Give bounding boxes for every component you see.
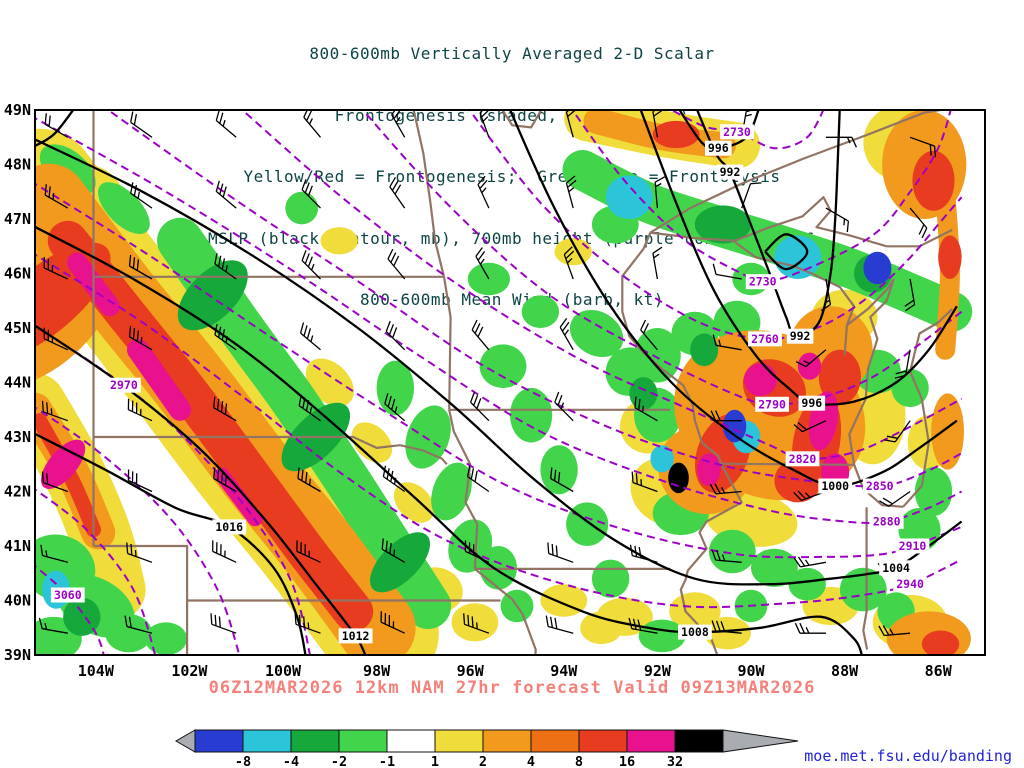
axis-labels: 49N 48N 47N 46N 45N 44N 43N 42N 41N 40N 39N 104W 102… <box>4 101 953 680</box>
svg-text:2730: 2730 <box>749 275 777 289</box>
svg-text:2940: 2940 <box>896 577 924 591</box>
title-line: Yellow/Red = Frontogenesis; Green/Blue =… <box>243 167 781 186</box>
svg-text:42N: 42N <box>4 483 31 501</box>
svg-text:44N: 44N <box>4 374 31 392</box>
svg-text:39N: 39N <box>4 646 31 664</box>
map-frame <box>34 109 986 656</box>
svg-text:47N: 47N <box>4 210 31 228</box>
svg-text:90W: 90W <box>737 662 765 680</box>
frontogenesis-shading <box>35 110 973 655</box>
svg-text:992: 992 <box>720 165 741 179</box>
title-line: 800-600mb Vertically Averaged 2-D Scalar <box>309 44 715 63</box>
svg-text:41N: 41N <box>4 537 31 555</box>
svg-text:2760: 2760 <box>751 332 779 346</box>
state-borders <box>92 110 953 655</box>
contour-labels: 3060 2970 2940 2910 2880 2850 2820 2790 2760 2730… <box>50 124 930 644</box>
svg-text:45N: 45N <box>4 319 31 337</box>
svg-text:1012: 1012 <box>342 629 370 643</box>
svg-text:8: 8 <box>575 754 583 768</box>
svg-text:1000: 1000 <box>821 479 849 493</box>
svg-text:1: 1 <box>431 754 439 768</box>
svg-text:-1: -1 <box>379 754 395 768</box>
svg-text:46N: 46N <box>4 265 31 283</box>
svg-text:2910: 2910 <box>899 539 927 553</box>
svg-text:102W: 102W <box>171 662 208 680</box>
credit-url: moe.met.fsu.edu/banding <box>804 747 1012 765</box>
svg-text:1008: 1008 <box>681 625 709 639</box>
svg-text:996: 996 <box>801 396 822 410</box>
svg-text:32: 32 <box>667 754 683 768</box>
svg-text:3060: 3060 <box>54 588 82 602</box>
svg-text:2: 2 <box>479 754 487 768</box>
svg-text:992: 992 <box>790 329 811 343</box>
svg-text:2850: 2850 <box>866 479 894 493</box>
svg-text:48N: 48N <box>4 156 31 174</box>
svg-text:2880: 2880 <box>873 515 901 529</box>
svg-text:-2: -2 <box>331 754 347 768</box>
svg-text:96W: 96W <box>457 662 485 680</box>
svg-text:-8: -8 <box>235 754 251 768</box>
svg-text:43N: 43N <box>4 428 31 446</box>
svg-text:2970: 2970 <box>110 378 138 392</box>
svg-text:40N: 40N <box>4 592 31 610</box>
svg-text:98W: 98W <box>363 662 391 680</box>
svg-text:2790: 2790 <box>758 397 786 411</box>
svg-text:88W: 88W <box>831 662 859 680</box>
svg-text:4: 4 <box>527 754 535 768</box>
colorbar: -8 -4 -2 -1 1 2 4 8 16 32 <box>175 729 799 768</box>
svg-text:2820: 2820 <box>789 452 817 466</box>
forecast-caption: 06Z12MAR2026 12km NAM 27hr forecast Vali… <box>208 678 816 698</box>
wind-barbs <box>38 110 937 637</box>
svg-text:1016: 1016 <box>215 520 243 534</box>
svg-text:16: 16 <box>619 754 635 768</box>
svg-text:92W: 92W <box>644 662 672 680</box>
svg-text:2730: 2730 <box>723 125 751 139</box>
svg-text:100W: 100W <box>265 662 302 680</box>
svg-text:94W: 94W <box>550 662 578 680</box>
svg-text:49N: 49N <box>4 101 31 119</box>
svg-text:996: 996 <box>708 141 729 155</box>
svg-text:-4: -4 <box>283 754 299 768</box>
svg-text:104W: 104W <box>78 662 115 680</box>
svg-text:1004: 1004 <box>882 561 910 575</box>
svg-text:86W: 86W <box>925 662 953 680</box>
